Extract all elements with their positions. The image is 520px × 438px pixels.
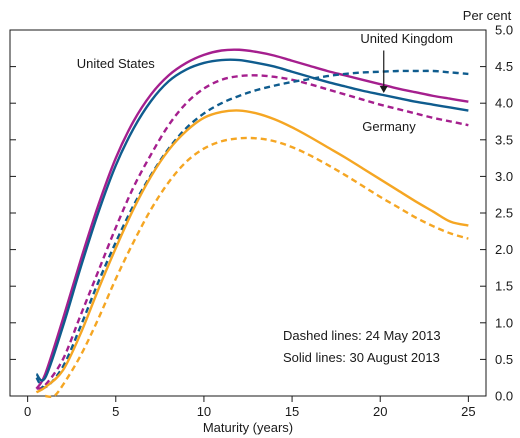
x-tick-label: 20	[373, 404, 387, 419]
label-germany: Germany	[362, 119, 416, 134]
label-united-states: United States	[77, 56, 156, 71]
y-tick-label: 5.0	[495, 23, 513, 38]
note-solid-lines: Solid lines: 30 August 2013	[283, 350, 440, 365]
series-labels: United States United Kingdom Germany	[77, 31, 453, 134]
y-tick-label: 3.5	[495, 132, 513, 147]
y-tick-label: 1.0	[495, 315, 513, 330]
y-tick-label: 3.0	[495, 169, 513, 184]
series-line-united-states-solid	[35, 48, 469, 390]
x-tick-label: 0	[24, 404, 31, 419]
y-unit-label: Per cent	[463, 8, 512, 23]
y-tick-label: 2.5	[495, 206, 513, 221]
x-axis-label: Maturity (years)	[203, 420, 293, 435]
x-axis-ticks: 0 5 10 15 20 25	[24, 396, 476, 419]
x-tick-label: 15	[285, 404, 299, 419]
series-line-united-kingdom-dashed	[35, 69, 469, 389]
annotation-arrow	[379, 50, 388, 93]
y-tick-label: 2.0	[495, 242, 513, 257]
series-line-united-kingdom-solid	[35, 58, 469, 382]
y-tick-label: 4.5	[495, 59, 513, 74]
x-tick-label: 10	[197, 404, 211, 419]
y-tick-label: 0.5	[495, 352, 513, 367]
y-tick-label: 4.0	[495, 96, 513, 111]
series-line-germany-dashed	[45, 136, 469, 399]
y-tick-label: 1.5	[495, 279, 513, 294]
series-line-germany-solid	[35, 109, 469, 394]
y-axis-ticks: 0.0 0.5 1.0 1.5 2.0 2.5 3.0 3.5 4.0 4.5 5.0	[10, 23, 513, 404]
y-tick-label: 0.0	[495, 389, 513, 404]
x-tick-label: 25	[461, 404, 475, 419]
label-united-kingdom: United Kingdom	[360, 31, 453, 46]
series-group	[35, 48, 469, 399]
note-dashed-lines: Dashed lines: 24 May 2013	[283, 328, 441, 343]
arrow-head	[379, 85, 388, 93]
x-tick-label: 5	[112, 404, 119, 419]
